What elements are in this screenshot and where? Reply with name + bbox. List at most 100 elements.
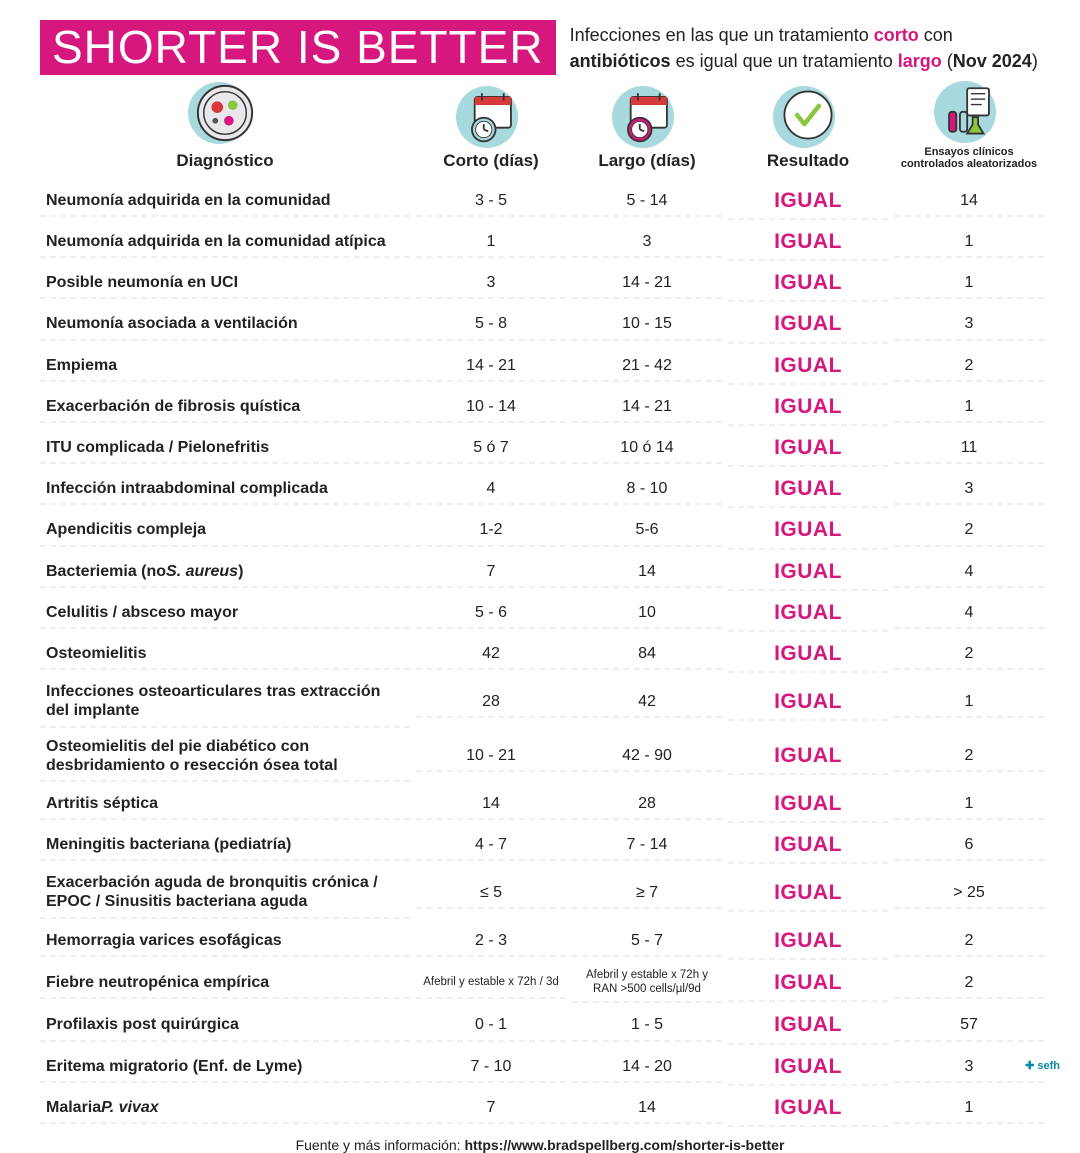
- petri-dish-icon: [194, 82, 256, 149]
- cell-corto: 4 - 7: [416, 830, 566, 861]
- subtitle-text: es igual que un tratamiento: [671, 51, 898, 71]
- cell-diagnostico: Infección intraabdominal complicada: [40, 474, 410, 505]
- cell-diagnostico: Fiebre neutropénica empírica: [40, 968, 410, 999]
- cell-largo: 14: [572, 557, 722, 588]
- col-head-largo: Largo (días): [572, 86, 722, 175]
- cell-ensayos: 4: [894, 598, 1044, 629]
- cell-ensayos: 2: [894, 741, 1044, 772]
- table-row: Exacerbación de fibrosis quística10 - 14…: [40, 387, 1040, 428]
- subtitle-text: ): [1032, 51, 1038, 71]
- table-row: Osteomielitis4284IGUAL2: [40, 634, 1040, 675]
- cell-corto: 10 - 14: [416, 392, 566, 423]
- table-row: Eritema migratorio (Enf. de Lyme)7 - 101…: [40, 1047, 1040, 1088]
- date: Nov 2024: [953, 51, 1032, 71]
- table-row: Infección intraabdominal complicada48 - …: [40, 469, 1040, 510]
- subtitle-text: con: [919, 25, 953, 45]
- cell-corto: 5 - 6: [416, 598, 566, 629]
- col-head-corto: Corto (días): [416, 86, 566, 175]
- cell-ensayos: 14: [894, 186, 1044, 217]
- cell-largo: 8 - 10: [572, 474, 722, 505]
- cell-largo: 5 - 7: [572, 926, 722, 957]
- cell-largo: 14 - 21: [572, 392, 722, 423]
- table-row: Neumonía asociada a ventilación5 - 810 -…: [40, 304, 1040, 345]
- cell-ensayos: 3: [894, 309, 1044, 340]
- cell-largo: 5-6: [572, 515, 722, 546]
- cell-corto: 28: [416, 687, 566, 718]
- cell-resultado: IGUAL: [728, 306, 888, 343]
- header: SHORTER IS BETTER Infecciones en las que…: [40, 20, 1040, 75]
- cell-diagnostico: Infecciones osteoarticulares tras extrac…: [40, 677, 410, 727]
- cell-corto: 3: [416, 268, 566, 299]
- cell-diagnostico: Posible neumonía en UCI: [40, 268, 410, 299]
- calendar-short-icon: [462, 86, 520, 149]
- cell-resultado: IGUAL: [728, 827, 888, 864]
- col-head-diagnostico: Diagnóstico: [40, 82, 410, 175]
- cell-resultado: IGUAL: [728, 684, 888, 721]
- cell-diagnostico: Eritema migratorio (Enf. de Lyme): [40, 1052, 410, 1083]
- cell-corto: 7 - 10: [416, 1052, 566, 1083]
- footer: Fuente y más información: https://www.br…: [40, 1137, 1040, 1153]
- cell-resultado: IGUAL: [728, 348, 888, 385]
- cell-ensayos: > 25: [894, 878, 1044, 909]
- table-row: Celulitis / absceso mayor5 - 610IGUAL4: [40, 593, 1040, 634]
- col-label: Ensayos clínicos controlados aleatorizad…: [894, 146, 1044, 171]
- cell-ensayos: 4: [894, 557, 1044, 588]
- cell-resultado: IGUAL: [728, 1007, 888, 1044]
- cell-corto: 10 - 21: [416, 741, 566, 772]
- cell-largo: 7 - 14: [572, 830, 722, 861]
- table-row: Profilaxis post quirúrgica0 - 11 - 5IGUA…: [40, 1005, 1040, 1046]
- cell-largo: 10 - 15: [572, 309, 722, 340]
- cell-resultado: IGUAL: [728, 224, 888, 261]
- table-row: Exacerbación aguda de bronquitis crónica…: [40, 866, 1040, 920]
- cell-largo: 84: [572, 639, 722, 670]
- cell-diagnostico: Celulitis / absceso mayor: [40, 598, 410, 629]
- cell-diagnostico: Neumonía asociada a ventilación: [40, 309, 410, 340]
- cell-diagnostico: Bacteriemia (no S. aureus): [40, 557, 410, 588]
- cell-ensayos: 2: [894, 515, 1044, 546]
- accent-largo: largo: [898, 51, 942, 71]
- footer-url: https://www.bradspellberg.com/shorter-is…: [464, 1137, 784, 1153]
- cell-corto: 14 - 21: [416, 351, 566, 382]
- cell-resultado: IGUAL: [728, 1049, 888, 1086]
- cell-diagnostico: Osteomielitis: [40, 639, 410, 670]
- cell-corto: 42: [416, 639, 566, 670]
- check-icon: [779, 86, 837, 149]
- table-row: Empiema14 - 2121 - 42IGUAL2: [40, 346, 1040, 387]
- cell-largo: 14 - 21: [572, 268, 722, 299]
- cell-resultado: IGUAL: [728, 965, 888, 1002]
- cell-corto: 5 - 8: [416, 309, 566, 340]
- cell-ensayos: 1: [894, 687, 1044, 718]
- subtitle: Infecciones en las que un tratamiento co…: [570, 20, 1040, 74]
- cell-diagnostico: Exacerbación de fibrosis quística: [40, 392, 410, 423]
- cell-resultado: IGUAL: [728, 595, 888, 632]
- col-label: Corto (días): [416, 151, 566, 171]
- cell-ensayos: 6: [894, 830, 1044, 861]
- cell-diagnostico: Exacerbación aguda de bronquitis crónica…: [40, 868, 410, 918]
- cell-ensayos: 11: [894, 433, 1044, 464]
- table-row: Bacteriemia (no S. aureus)714IGUAL4: [40, 552, 1040, 593]
- cell-largo: 10 ó 14: [572, 433, 722, 464]
- cell-resultado: IGUAL: [728, 389, 888, 426]
- cell-largo: 42 - 90: [572, 741, 722, 772]
- bold-antibioticos: antibióticos: [570, 51, 671, 71]
- cell-corto: 7: [416, 557, 566, 588]
- cell-corto: Afebril y estable x 72h / 3d: [416, 969, 566, 999]
- flask-icon: [940, 81, 998, 144]
- cell-diagnostico: Osteomielitis del pie diabético con desb…: [40, 732, 410, 782]
- table-row: Apendicitis compleja1-25-6IGUAL2: [40, 510, 1040, 551]
- table-row: Neumonía adquirida en la comunidad3 - 55…: [40, 181, 1040, 222]
- cell-resultado: IGUAL: [728, 636, 888, 673]
- cell-largo: 28: [572, 789, 722, 820]
- cell-diagnostico: Neumonía adquirida en la comunidad: [40, 186, 410, 217]
- table-row: Fiebre neutropénica empíricaAfebril y es…: [40, 962, 1040, 1006]
- cell-largo: 14: [572, 1093, 722, 1124]
- cell-ensayos: 2: [894, 639, 1044, 670]
- cell-largo: 14 - 20: [572, 1052, 722, 1083]
- table-rows: Neumonía adquirida en la comunidad3 - 55…: [40, 181, 1040, 1129]
- cell-corto: 7: [416, 1093, 566, 1124]
- cell-diagnostico: Neumonía adquirida en la comunidad atípi…: [40, 227, 410, 258]
- cell-corto: 4: [416, 474, 566, 505]
- cell-largo: ≥ 7: [572, 878, 722, 909]
- cell-largo: 1 - 5: [572, 1010, 722, 1041]
- cell-ensayos: 57: [894, 1010, 1044, 1041]
